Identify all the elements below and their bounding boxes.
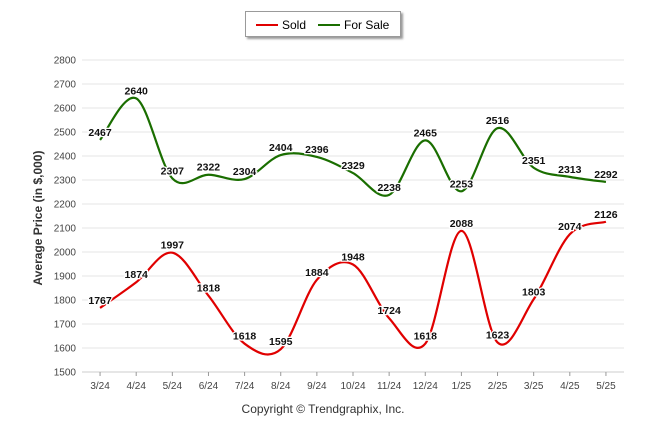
legend-label-for-sale: For Sale (344, 18, 390, 32)
data-label-for-sale: 2516 (486, 115, 510, 127)
data-label-sold: 1884 (305, 267, 329, 279)
y-tick-label: 1600 (54, 344, 77, 355)
data-label-sold: 1948 (341, 251, 365, 263)
x-tick-label: 7/24 (235, 381, 255, 392)
data-label-sold: 1997 (161, 240, 185, 252)
y-tick-label: 2700 (54, 80, 77, 91)
y-tick-label: 1900 (54, 272, 77, 283)
grid-lines (82, 59, 624, 373)
legend-swatch-for-sale (318, 24, 340, 26)
data-label-for-sale: 2238 (377, 182, 401, 194)
x-tick-label: 8/24 (271, 381, 291, 392)
data-label-sold: 1874 (125, 269, 149, 281)
data-labels: 1767 1874 1997 1818 1618 1595 1884 1948 1724 1618… (87, 84, 619, 349)
data-label-sold: 1618 (233, 331, 257, 343)
legend: Sold For Sale (245, 11, 401, 37)
data-label-sold: 2088 (450, 218, 474, 230)
x-tick-label: 5/24 (163, 381, 183, 392)
data-label-for-sale: 2322 (197, 162, 221, 174)
series-line-for-sale (99, 96, 607, 197)
data-label-sold: 1767 (88, 295, 112, 307)
data-label-sold: 1818 (197, 283, 221, 295)
x-tick-label: 6/24 (199, 381, 219, 392)
data-label-for-sale: 2313 (558, 164, 582, 176)
y-axis-ticks: 1500 1600 1700 1800 1900 2000 2100 2200 2300 2400… (54, 56, 77, 379)
data-label-for-sale: 2253 (450, 178, 474, 190)
x-tick-label: 3/25 (524, 381, 544, 392)
data-label-sold: 1803 (522, 286, 546, 298)
x-tick-label: 4/24 (126, 381, 146, 392)
data-label-for-sale: 2467 (88, 127, 112, 139)
x-tick-label: 4/25 (560, 381, 580, 392)
x-tick-label: 9/24 (307, 381, 327, 392)
x-tick-label: 11/24 (377, 381, 402, 392)
y-tick-label: 2500 (54, 128, 77, 139)
data-label-sold: 1623 (486, 329, 510, 341)
y-tick-label: 2600 (54, 104, 77, 115)
y-tick-label: 1500 (54, 368, 77, 379)
x-tick-label: 5/25 (596, 381, 616, 392)
series-lines (99, 96, 607, 356)
legend-swatch-sold (256, 24, 278, 26)
data-label-sold: 2074 (558, 221, 582, 233)
data-label-for-sale: 2351 (522, 155, 546, 167)
y-tick-label: 1700 (54, 320, 77, 331)
data-label-sold: 1724 (377, 305, 401, 317)
y-tick-label: 1800 (54, 296, 77, 307)
data-label-sold: 1618 (414, 331, 438, 343)
data-label-for-sale: 2307 (161, 165, 185, 177)
x-tick-label: 12/24 (413, 381, 438, 392)
legend-label-sold: Sold (282, 18, 307, 32)
data-label-for-sale: 2404 (269, 142, 293, 154)
data-label-for-sale: 2329 (341, 160, 365, 172)
x-axis-ticks: 3/24 4/24 5/24 6/24 7/24 8/24 9/24 10/24 11/24 12… (90, 372, 616, 392)
data-label-sold: 2126 (594, 209, 618, 221)
x-tick-label: 10/24 (340, 381, 365, 392)
x-tick-label: 3/24 (90, 381, 110, 392)
series-line-sold (99, 220, 607, 356)
y-tick-label: 2300 (54, 176, 77, 187)
data-label-for-sale: 2396 (305, 144, 329, 156)
data-label-for-sale: 2465 (414, 127, 438, 139)
copyright-text: Copyright © Trendgraphix, Inc. (241, 402, 405, 416)
x-tick-label: 2/25 (488, 381, 508, 392)
x-tick-label: 1/25 (452, 381, 472, 392)
data-label-for-sale: 2304 (233, 166, 257, 178)
data-label-for-sale: 2640 (125, 85, 149, 97)
data-label-for-sale: 2292 (594, 169, 618, 181)
y-tick-label: 2400 (54, 152, 77, 163)
y-tick-label: 2800 (54, 56, 77, 67)
y-tick-label: 2100 (54, 224, 77, 235)
y-tick-label: 2200 (54, 200, 77, 211)
y-axis-label: Average Price (in $,000) (31, 151, 45, 286)
y-tick-label: 2000 (54, 248, 77, 259)
data-label-sold: 1595 (269, 336, 293, 348)
